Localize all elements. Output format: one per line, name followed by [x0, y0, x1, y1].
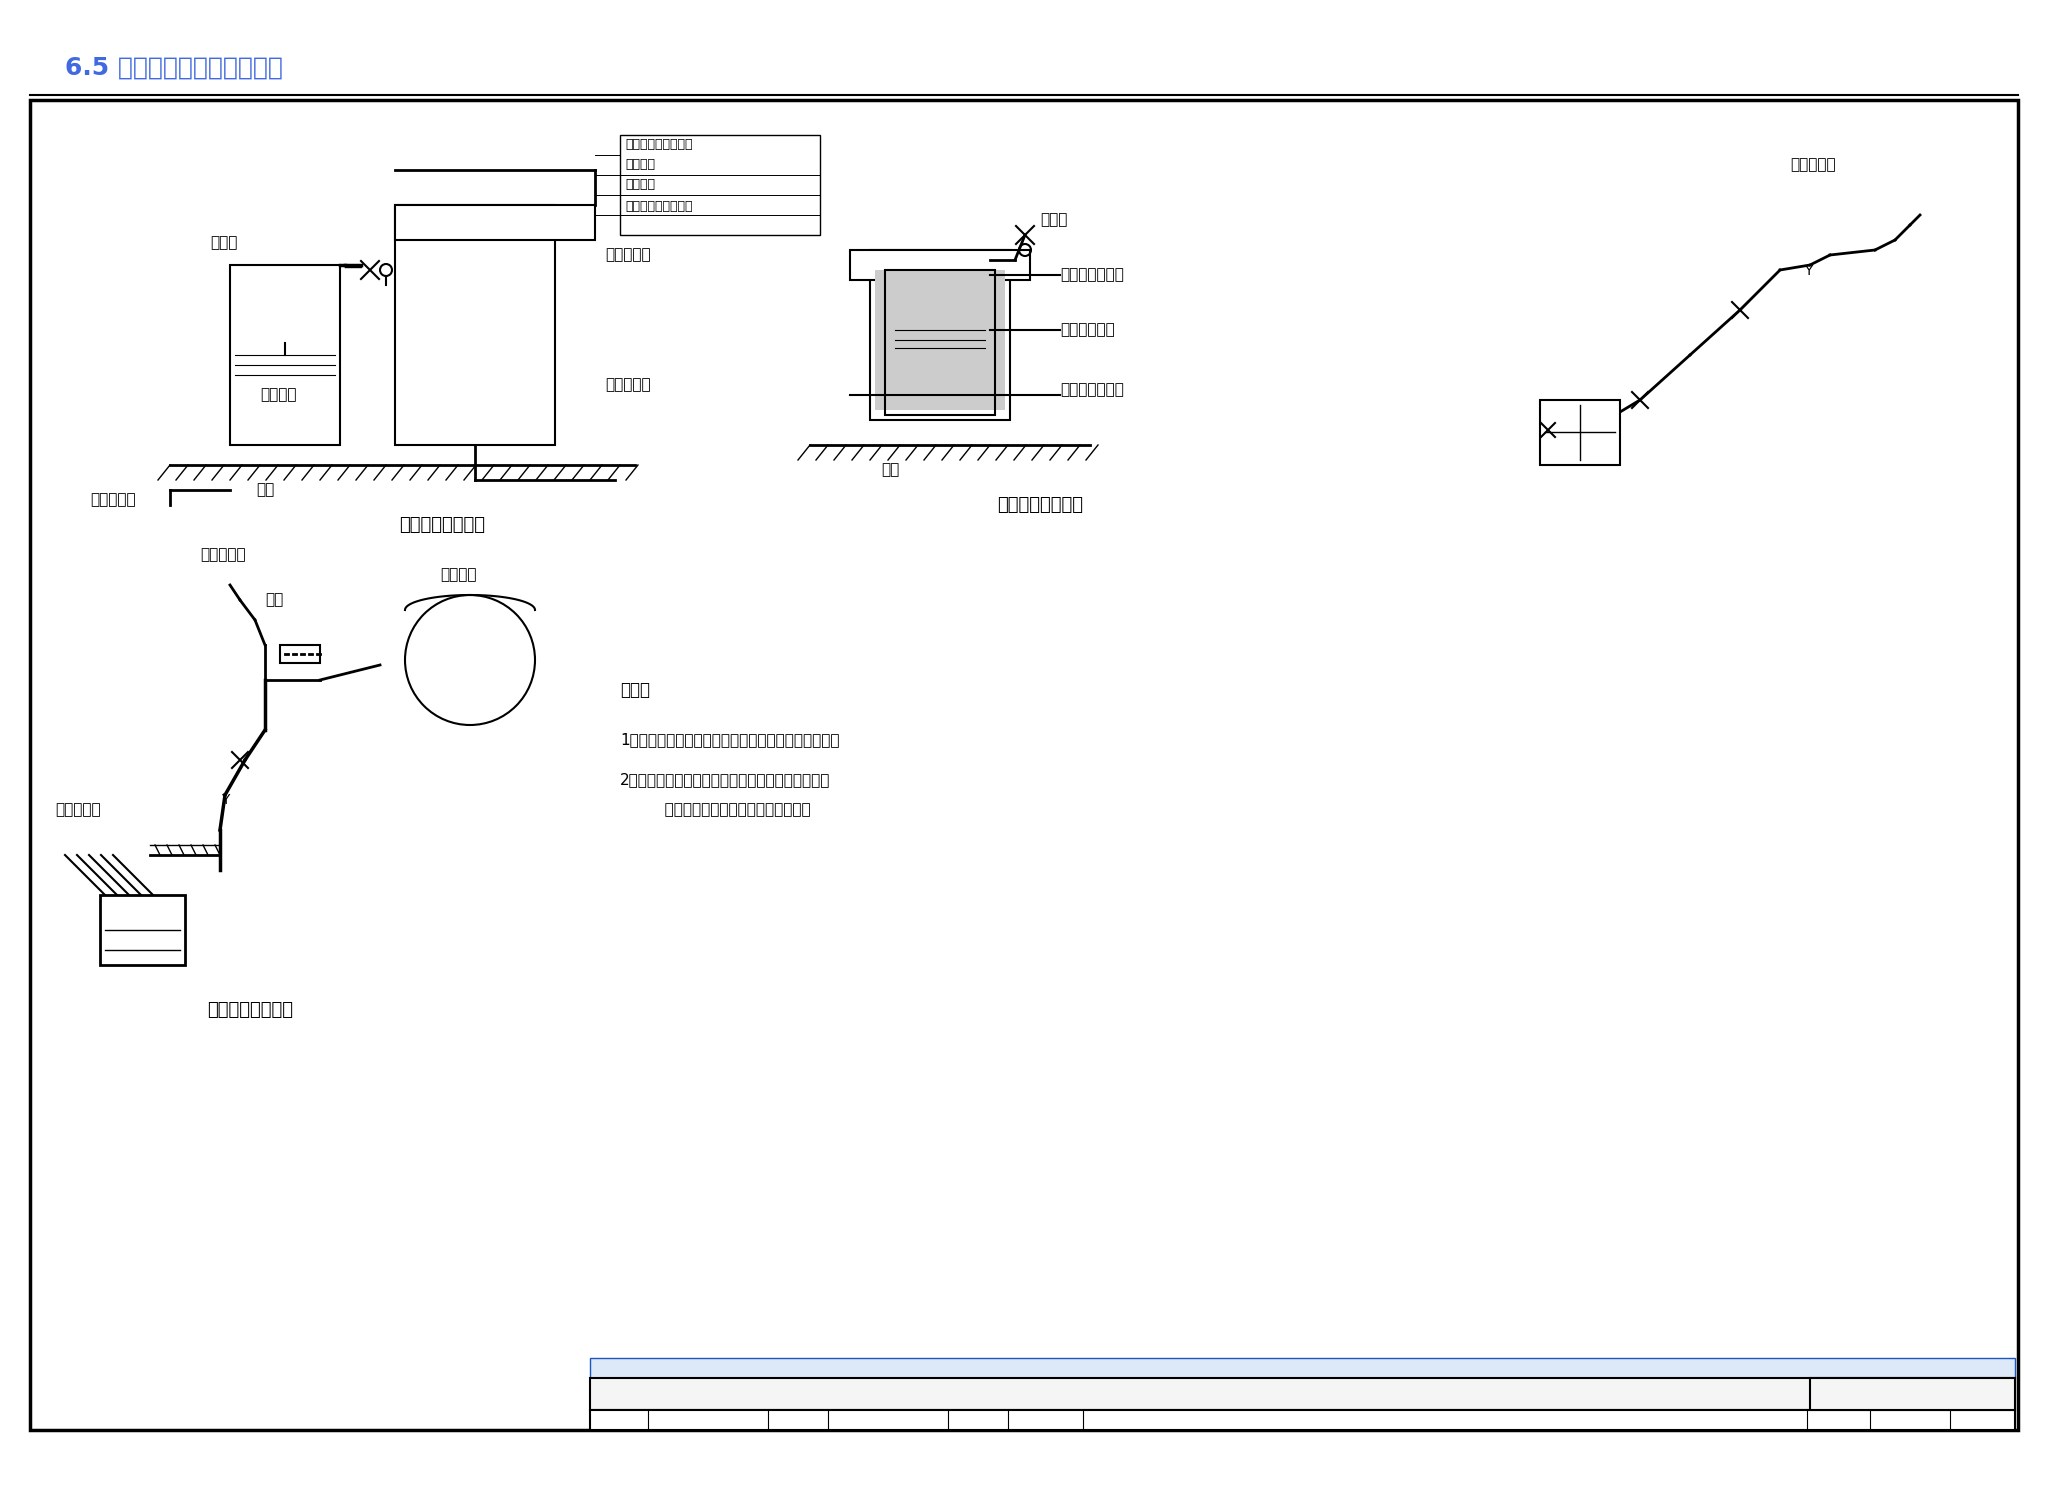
Text: 审核: 审核 — [596, 1413, 612, 1428]
Bar — [850, 250, 1030, 280]
Text: 6.5.7、6.5.9～6.5.11 图示: 6.5.7、6.5.9～6.5.11 图示 — [1688, 1359, 1870, 1377]
Text: 日用油箱进油管: 日用油箱进油管 — [1061, 268, 1124, 283]
Text: 接钢板油箱: 接钢板油箱 — [201, 547, 246, 562]
Text: 说明：: 说明： — [621, 682, 649, 700]
Text: 龚多: 龚多 — [1090, 1413, 1106, 1428]
Text: 浮球阀: 浮球阀 — [211, 236, 238, 251]
Bar — [395, 205, 596, 241]
Text: 页: 页 — [1815, 1413, 1823, 1428]
Bar — [590, 1410, 2015, 1431]
Text: 油箱连通管: 油箱连通管 — [90, 492, 135, 507]
Text: 部油管接头并将柴油输送至贮油箱。: 部油管接头并将柴油输送至贮油箱。 — [649, 803, 811, 818]
Text: 电站供油系统图示: 电站供油系统图示 — [207, 1002, 293, 1020]
Text: 地坪: 地坪 — [256, 483, 274, 498]
Text: 05SFS10: 05SFS10 — [1821, 1390, 1901, 1408]
Text: 校对: 校对 — [774, 1413, 793, 1428]
Text: 油泵: 油泵 — [264, 592, 283, 607]
Text: 油箱液位控制图示: 油箱液位控制图示 — [399, 516, 485, 534]
Text: 图集号: 图集号 — [1821, 1380, 1843, 1392]
Text: 贮油液位: 贮油液位 — [260, 387, 297, 402]
Text: 日用油箱: 日用油箱 — [440, 568, 477, 583]
Text: 柴油电站的给排水及供油-6.5.7、6.5.9～6.5.11(续): 柴油电站的给排水及供油-6.5.7、6.5.9～6.5.11(续) — [598, 1384, 913, 1402]
Text: 日用油箱出油管: 日用油箱出油管 — [1061, 383, 1124, 398]
Text: 64: 64 — [1890, 1413, 1909, 1428]
Text: 油箱进油管: 油箱进油管 — [604, 248, 651, 263]
Bar — [100, 896, 184, 964]
Bar — [885, 271, 995, 416]
Bar — [590, 1357, 2015, 1378]
Bar — [590, 1378, 2015, 1410]
Text: 停泵油位: 停泵油位 — [625, 158, 655, 172]
Bar — [870, 250, 1010, 420]
Bar — [874, 271, 1006, 410]
Text: Y: Y — [221, 792, 229, 807]
Text: 高油位（报警油位）: 高油位（报警油位） — [625, 139, 692, 151]
Bar — [229, 265, 340, 446]
Bar — [1810, 1378, 2015, 1410]
Text: 6.5 柴油电站的给排水及供油: 6.5 柴油电站的给排水及供油 — [66, 55, 283, 81]
Text: 杨腊梅: 杨腊梅 — [655, 1413, 680, 1428]
Text: 地坪: 地坪 — [881, 462, 899, 477]
Text: 接钢板油箱: 接钢板油箱 — [1790, 157, 1835, 172]
Text: 启泵油位: 启泵油位 — [625, 178, 655, 191]
Text: 低油位（报警油位）: 低油位（报警油位） — [625, 200, 692, 214]
Text: Y: Y — [1804, 265, 1812, 278]
Text: 龙勇: 龙勇 — [1016, 1413, 1032, 1428]
Text: 1、日用油箱需架高，以便使柴油能自流至发电机组。: 1、日用油箱需架高，以便使柴油能自流至发电机组。 — [621, 733, 840, 748]
Text: 油箱进油系统图示: 油箱进油系统图示 — [997, 496, 1083, 514]
Text: 2、平时电站用油贮存在日用油箱内；临战前通过口: 2、平时电站用油贮存在日用油箱内；临战前通过口 — [621, 773, 829, 788]
Bar — [621, 135, 819, 235]
Text: 施培俊: 施培俊 — [836, 1413, 860, 1428]
Bar — [31, 100, 2017, 1431]
Bar — [1540, 401, 1620, 465]
Text: 柴油机回油管: 柴油机回油管 — [1061, 323, 1114, 338]
Text: 设计: 设计 — [954, 1413, 971, 1428]
Text: 接发电机组: 接发电机组 — [55, 803, 100, 818]
Bar — [281, 644, 319, 662]
Text: 油泵进油管: 油泵进油管 — [604, 378, 651, 393]
Bar — [395, 205, 555, 446]
Text: 浮球阀: 浮球阀 — [1040, 212, 1067, 227]
